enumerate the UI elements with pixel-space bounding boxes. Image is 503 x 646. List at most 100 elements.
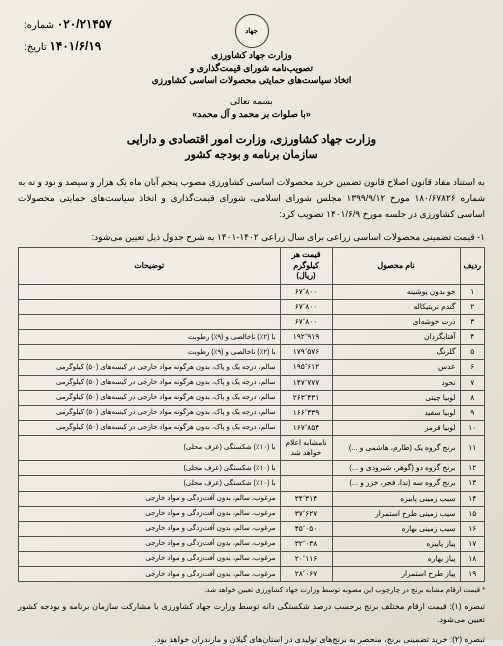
cell-notes (19, 299, 281, 314)
table-intro: ۱- قیمت تضمینی محصولات اساسی زراعی برای … (18, 232, 485, 243)
cell-index: ۱۲ (460, 461, 484, 476)
cell-index: ۵ (460, 345, 484, 360)
cell-notes (19, 315, 281, 330)
cell-notes: سالم، درجه یک و پاک، بدون هرگونه مواد خا… (19, 405, 281, 420)
cell-notes: مرغوب، سالم، بدون آفت‌زدگی و مواد خارجی (19, 521, 281, 536)
table-header-row: ردیف نام محصول قیمت هر کیلوگرم (ریال) تو… (19, 248, 485, 285)
cell-index: ۶ (460, 360, 484, 375)
date-value: ۱۴۰۱/۶/۱۹ (49, 39, 101, 53)
table-row: ۱۲برنج گروه دو (گوهر، شیرودی و ...) با (۱… (19, 461, 485, 476)
table-footnote: * قیمت ارقام مشابه برنج در چارچوب این مص… (18, 585, 485, 594)
table-row: ۶عدس۱۹۵٬۶۱۲سالم، درجه یک و پاک، بدون هرگ… (19, 360, 485, 375)
cell-notes: سالم، درجه یک و پاک، بدون هرگونه مواد خا… (19, 375, 281, 390)
cell-price (280, 461, 332, 476)
main-title: وزارت جهاد کشاورزی، وزارت امور اقتصادی و… (18, 132, 485, 146)
cell-price: ۱۷۹٬۵۷۶ (280, 345, 332, 360)
table-row: ۵گلرنگ۱۷۹٬۵۷۶با (۲٪) ناخالصی و (۹٪) رطوب… (19, 345, 485, 360)
cell-price: ۲۰٬۱۱۶ (280, 552, 332, 567)
cell-price: ۱۶۶٬۳۳۹ (280, 405, 332, 420)
intro-paragraph: به استناد مفاد قانون اصلاح قانون تضمین خ… (18, 175, 485, 222)
cell-price: ۶۷٬۸۰۰ (280, 299, 332, 314)
cell-price: ۲۸٬۰۶۷ (280, 567, 332, 582)
table-row: ۱۷پیاز پاییزه۳۲٬۰۳۸مرغوب، سالم، بدون آفت… (19, 536, 485, 551)
header-line-3: اتخاذ سیاست‌های حمایتی محصولات اساسی کشا… (18, 75, 485, 86)
cell-index: ۸ (460, 390, 484, 405)
table-row: ۷نخود۱۴۷٬۷۷۷سالم، درجه یک و پاک، بدون هر… (19, 375, 485, 390)
col-row: ردیف (460, 248, 484, 285)
cell-product: عدس (332, 360, 460, 375)
bismillah: بسمه تعالی (18, 96, 485, 107)
table-row: ۸لوبیا چیتی۲۶۳٬۴۳۱سالم، درجه یک و پاک، ب… (19, 390, 485, 405)
cell-price (280, 476, 332, 491)
cell-index: ۱۰ (460, 420, 484, 435)
cell-index: ۲ (460, 299, 484, 314)
cell-notes: سالم، درجه یک و پاک، بدون هرگونه مواد خا… (19, 390, 281, 405)
cell-notes (19, 284, 281, 299)
ministry-logo: جهاد (235, 14, 269, 48)
cell-notes: مرغوب، سالم، بدون آفت‌زدگی و مواد خارجی (19, 536, 281, 551)
number-label: شماره: (24, 17, 54, 35)
cell-notes: سالم، درجه یک و پاک، بدون هرگونه مواد خا… (19, 360, 281, 375)
col-name: نام محصول (332, 248, 460, 285)
cell-product: پیاز پاییزه (332, 536, 460, 551)
note-2: تبصره (۲): خرید تضمینی برنج، منحصر به بر… (18, 633, 485, 646)
cell-price: ۱۹۵٬۶۱۲ (280, 360, 332, 375)
cell-notes: با (۱۰٪) شکستگی (عرف محلی) (19, 461, 281, 476)
table-row: ۱۵سیب زمینی طرح استمرار۳۷٬۶۲۷مرغوب، سالم… (19, 506, 485, 521)
note-1: تبصره (۱): قیمت ارقام مختلف برنج برحسب د… (18, 600, 485, 626)
cell-price: ۱۶۷٬۸۵۴ (280, 420, 332, 435)
cell-product: پیاز بهاره (332, 552, 460, 567)
cell-notes: مرغوب، سالم، بدون آفت‌زدگی و مواد خارجی (19, 491, 281, 506)
cell-price: ۶۷٬۸۰۰ (280, 284, 332, 299)
cell-index: ۱۳ (460, 476, 484, 491)
cell-product: گلرنگ (332, 345, 460, 360)
cell-product: برنج گروه دو (گوهر، شیرودی و ...) (332, 461, 460, 476)
cell-index: ۷ (460, 375, 484, 390)
cell-product: لوبیا چیتی (332, 390, 460, 405)
cell-index: ۱۹ (460, 567, 484, 582)
cell-notes: با (۱۰٪) شکستگی (عرف محلی) (19, 436, 281, 461)
cell-product: لوبیا قرمز (332, 420, 460, 435)
table-row: ۱۳برنج گروه سه (ندا، فجر، خزر و ...) با (… (19, 476, 485, 491)
cell-index: ۹ (460, 405, 484, 420)
cell-product: برنج گروه سه (ندا، فجر، خزر و ...) (332, 476, 460, 491)
sub-title: سازمان برنامه و بودجه کشور (18, 148, 485, 161)
table-row: ۱۶سیب زمینی بهاره۴۵٬۰۵۰مرغوب، سالم، بدون… (19, 521, 485, 536)
table-row: ۱۰لوبیا قرمز۱۶۷٬۸۵۴سالم، درجه یک و پاک، … (19, 420, 485, 435)
cell-price: ۳۲٬۰۳۸ (280, 536, 332, 551)
cell-price: ۳۴٬۳۱۴ (280, 491, 332, 506)
cell-product: آفتابگردان (332, 330, 460, 345)
table-row: ۱۸پیاز بهاره۲۰٬۱۱۶مرغوب، سالم، بدون آفت‌… (19, 552, 485, 567)
cell-index: ۱۶ (460, 521, 484, 536)
cell-product: پیاز طرح استمرار (332, 567, 460, 582)
header-line-2: تصویب‌نامه شورای قیمت‌گذاری و (18, 63, 485, 74)
number-value: ۰۲۰/۲۱۴۵۷ (57, 17, 112, 31)
table-row: ۲گندم تریتیکاله۶۷٬۸۰۰ (19, 299, 485, 314)
cell-notes: مرغوب، سالم، بدون آفت‌زدگی و مواد خارجی (19, 567, 281, 582)
table-row: ۹لوبیا سفید۱۶۶٬۳۳۹سالم، درجه یک و پاک، ب… (19, 405, 485, 420)
cell-product: گندم تریتیکاله (332, 299, 460, 314)
col-notes: توضیحات (19, 248, 281, 285)
cell-index: ۱۵ (460, 506, 484, 521)
cell-price: ۱۴۷٬۷۷۷ (280, 375, 332, 390)
table-row: ۴آفتابگردان۱۹۲٬۹۱۹با (۲٪) ناخالصی و (۹٪)… (19, 330, 485, 345)
cell-price: ۳۷٬۶۲۷ (280, 506, 332, 521)
cell-product: جو بدون پوشینه (332, 284, 460, 299)
cell-index: ۴ (460, 330, 484, 345)
cell-notes: با (۲٪) ناخالصی و (۹٪) رطوبت (19, 345, 281, 360)
table-row: ۱۹پیاز طرح استمرار۲۸٬۰۶۷مرغوب، سالم، بدو… (19, 567, 485, 582)
salawat: «با صلوات بر محمد و آل محمد» (18, 109, 485, 120)
cell-index: ۱۷ (460, 536, 484, 551)
doc-meta: شماره: ۰۲۰/۲۱۴۵۷ تاریخ: ۱۴۰۱/۶/۱۹ (20, 14, 112, 57)
cell-product: لوبیا سفید (332, 405, 460, 420)
cell-notes: مرغوب، سالم، بدون آفت‌زدگی و مواد خارجی (19, 506, 281, 521)
cell-product: سیب زمینی پاییزه (332, 491, 460, 506)
cell-notes: با (۲٪) ناخالصی و (۹٪) رطوبت (19, 330, 281, 345)
table-row: ۱جو بدون پوشینه۶۷٬۸۰۰ (19, 284, 485, 299)
cell-price: ۶۷٬۸۰۰ (280, 315, 332, 330)
cell-price: نامشابه اعلام خواهد شد (280, 436, 332, 461)
logo-text: جهاد (245, 27, 258, 35)
cell-notes: با (۱۰٪) شکستگی (عرف محلی) (19, 476, 281, 491)
cell-product: ذرت خوشه‌ای (332, 315, 460, 330)
cell-product: سیب زمینی بهاره (332, 521, 460, 536)
